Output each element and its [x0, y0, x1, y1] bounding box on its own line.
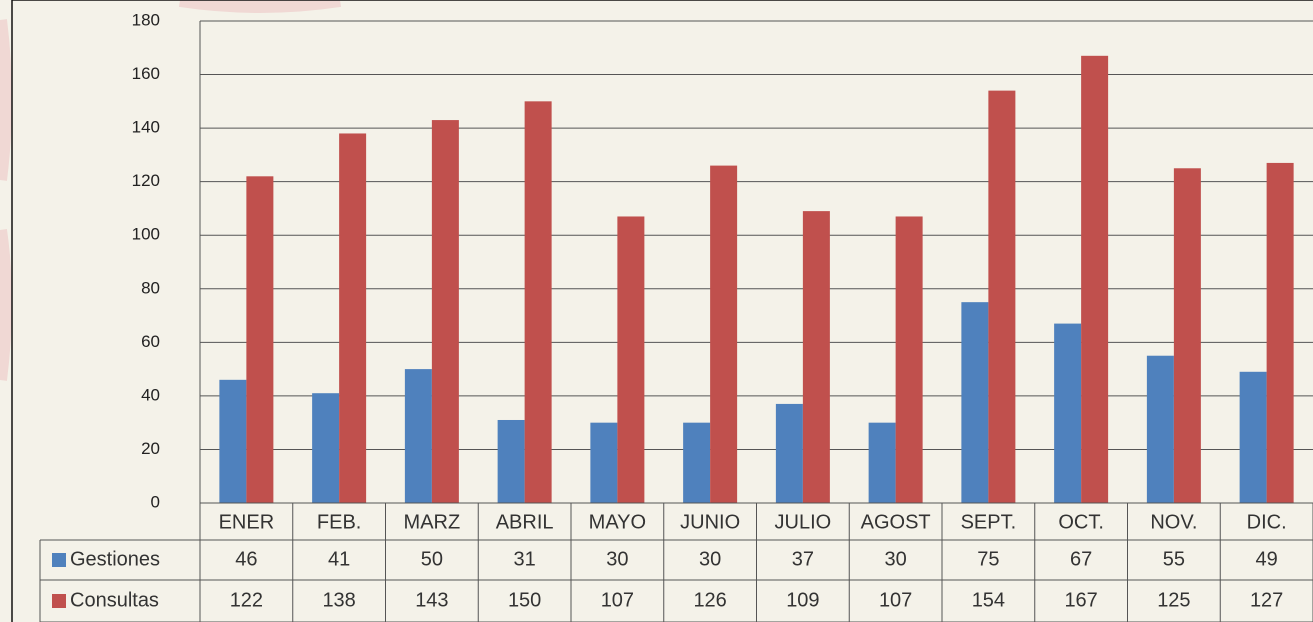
legend-label: Gestiones [70, 548, 160, 570]
y-tick-label: 40 [141, 385, 160, 404]
bar [312, 393, 340, 503]
y-tick-label: 80 [141, 278, 160, 297]
x-tick-label: JULIO [775, 511, 832, 533]
table-value: 150 [508, 589, 541, 611]
y-tick-label: 100 [132, 225, 160, 244]
y-tick-label: 140 [132, 118, 160, 137]
x-tick-label: FEB. [317, 511, 361, 533]
bar [431, 120, 459, 504]
bar [895, 216, 923, 503]
x-tick-label: ENER [219, 511, 275, 533]
legend-swatch [52, 594, 66, 608]
table-value: 37 [792, 548, 814, 570]
table-value: 46 [235, 548, 257, 570]
bar [590, 422, 618, 503]
table-value: 49 [1256, 548, 1278, 570]
x-tick-label: NOV. [1150, 511, 1197, 533]
x-tick-label: AGOST [861, 511, 931, 533]
bar [404, 369, 432, 503]
table-value: 41 [328, 548, 350, 570]
table-value: 30 [699, 548, 721, 570]
bar [246, 176, 274, 504]
table-value: 30 [606, 548, 628, 570]
bar [617, 216, 645, 503]
bar [961, 302, 989, 503]
legend-swatch [52, 553, 66, 567]
table-value: 127 [1250, 589, 1283, 611]
table-value: 67 [1070, 548, 1092, 570]
bar [802, 211, 830, 503]
table-value: 75 [977, 548, 999, 570]
legend-label: Consultas [70, 589, 159, 611]
x-tick-label: OCT. [1058, 511, 1104, 533]
bar [524, 101, 552, 503]
bar [1173, 168, 1201, 503]
y-tick-label: 160 [132, 64, 160, 83]
x-tick-label: SEPT. [961, 511, 1017, 533]
bar [497, 419, 525, 503]
table-value: 107 [879, 589, 912, 611]
bar [710, 165, 738, 503]
bar [988, 90, 1016, 503]
y-tick-label: 120 [132, 171, 160, 190]
bar [1146, 355, 1174, 503]
table-value: 167 [1064, 589, 1097, 611]
bar [775, 403, 803, 503]
table-value: 138 [322, 589, 355, 611]
x-tick-label: ABRIL [496, 511, 554, 533]
chart-frame [11, 0, 1313, 622]
bar [219, 379, 247, 503]
x-tick-label: MARZ [404, 511, 461, 533]
bar [683, 422, 711, 503]
x-tick-label: MAYO [589, 511, 646, 533]
y-tick-label: 60 [141, 332, 160, 351]
table-value: 107 [601, 589, 634, 611]
table-value: 126 [693, 589, 726, 611]
y-tick-label: 180 [132, 10, 160, 29]
table-value: 109 [786, 589, 819, 611]
bar [868, 422, 896, 503]
table-value: 30 [885, 548, 907, 570]
table-value: 143 [415, 589, 448, 611]
table-value: 31 [514, 548, 536, 570]
bar [1239, 371, 1267, 503]
bar [1054, 323, 1082, 503]
table-value: 154 [972, 589, 1005, 611]
table-value: 122 [230, 589, 263, 611]
bar [1266, 162, 1294, 503]
bar [1081, 55, 1109, 504]
table-value: 125 [1157, 589, 1190, 611]
y-tick-label: 20 [141, 439, 160, 458]
table-value: 55 [1163, 548, 1185, 570]
y-tick-label: 0 [151, 492, 160, 511]
x-tick-label: JUNIO [680, 511, 740, 533]
table-value: 50 [421, 548, 443, 570]
bar [339, 133, 367, 503]
decoration [0, 0, 342, 381]
x-tick-label: DIC. [1247, 511, 1287, 533]
